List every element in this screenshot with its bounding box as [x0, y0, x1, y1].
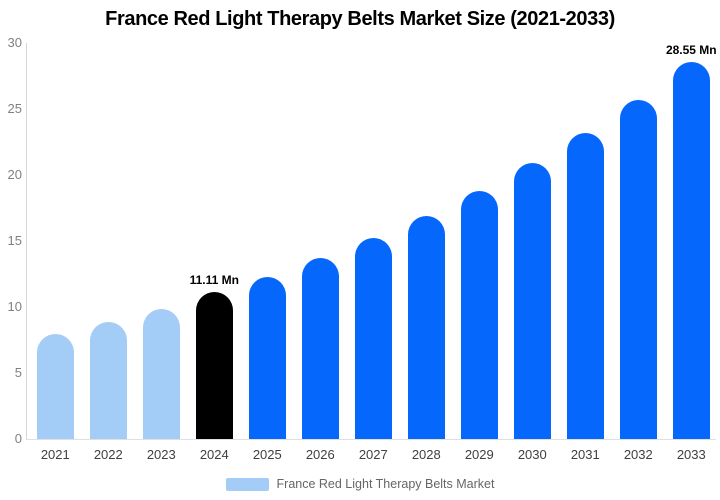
x-tick-label-2028: 2028	[411, 447, 441, 462]
x-tick-label-2026: 2026	[305, 447, 335, 462]
y-tick-label: 30	[7, 35, 22, 50]
x-axis-line	[26, 439, 716, 440]
bar-2023[interactable]	[142, 308, 180, 439]
x-tick-label-2032: 2032	[623, 447, 653, 462]
legend-label: France Red Light Therapy Belts Market	[276, 477, 495, 491]
x-tick-label-2022: 2022	[93, 447, 123, 462]
point-label-2024: 11.11 Mn	[189, 273, 239, 288]
y-axis-line	[26, 43, 27, 440]
bar-2021[interactable]	[36, 334, 74, 439]
x-tick-label-2025: 2025	[252, 447, 282, 462]
x-tick-label-2030: 2030	[517, 447, 547, 462]
x-tick-label-2023: 2023	[146, 447, 176, 462]
y-tick-label: 20	[7, 167, 22, 182]
x-tick-label-2033: 2033	[676, 447, 706, 462]
y-tick-label: 25	[7, 101, 22, 116]
x-tick-label-2021: 2021	[40, 447, 70, 462]
bar-2030[interactable]	[513, 163, 551, 439]
x-tick-label-2031: 2031	[570, 447, 600, 462]
legend[interactable]: France Red Light Therapy Belts Market	[0, 477, 720, 492]
point-label-2033: 28.55 Mn	[665, 43, 717, 58]
x-tick-label-2024: 2024	[199, 447, 229, 462]
bar-2024[interactable]	[195, 292, 233, 439]
bar-2026[interactable]	[301, 258, 339, 439]
y-tick-label: 0	[14, 431, 22, 446]
y-tick-label: 15	[7, 233, 22, 248]
bar-2031[interactable]	[566, 132, 604, 439]
bar-2025[interactable]	[248, 276, 286, 439]
x-tick-label-2029: 2029	[464, 447, 494, 462]
bar-2029[interactable]	[460, 190, 498, 439]
bar-2033[interactable]	[672, 62, 710, 439]
bar-2032[interactable]	[619, 99, 657, 439]
chart-title: France Red Light Therapy Belts Market Si…	[105, 8, 615, 30]
legend-swatch	[225, 478, 269, 491]
bar-2027[interactable]	[354, 238, 392, 439]
y-tick-label: 5	[14, 365, 22, 380]
bar-2022[interactable]	[89, 321, 127, 439]
y-tick-label: 10	[7, 299, 22, 314]
x-tick-label-2027: 2027	[358, 447, 388, 462]
bar-2028[interactable]	[407, 215, 445, 439]
